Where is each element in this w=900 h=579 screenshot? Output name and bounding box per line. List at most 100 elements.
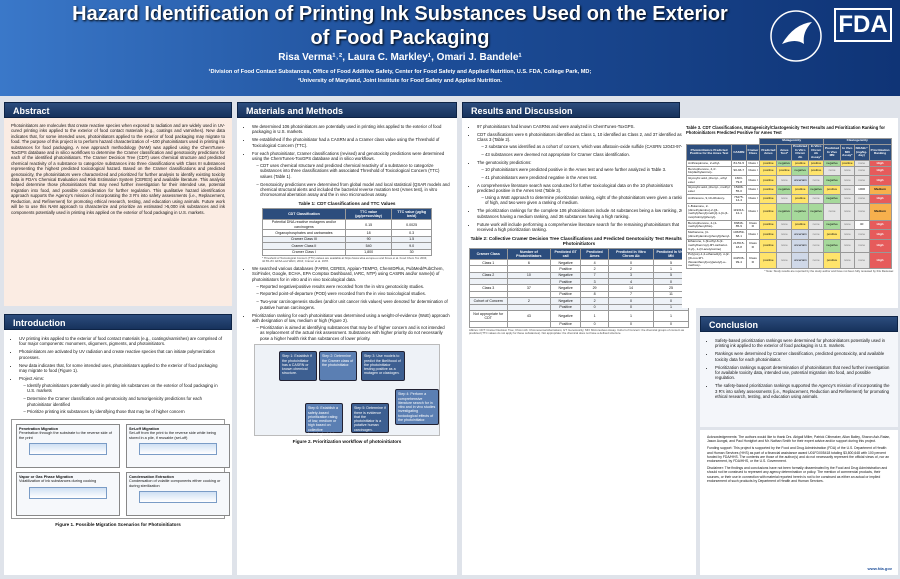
table-cell: positive — [822, 251, 842, 270]
table-cell: none — [853, 229, 870, 240]
table-cell: Poly(oxy-1,2-ethanediyl), α-[2-[(9-oxo-9… — [685, 251, 733, 270]
table-cell: Potential DNA-reactive mutagens and/or c… — [262, 218, 346, 231]
table-1: CDT Classification TTC value (µg/person/d… — [244, 208, 450, 257]
table-cell: Not appropriate for CDT — [469, 310, 508, 322]
table-cell: none — [808, 251, 824, 270]
table-row: Methanone, [4-(dimethylamino)phenyl]phen… — [685, 229, 895, 240]
bullet: The prioritization rankings for the comp… — [477, 208, 689, 219]
scenario-text: Volatilization of ink substances during … — [19, 479, 97, 484]
table-cell: positive — [791, 194, 810, 205]
scenario-graphic — [29, 486, 107, 499]
table-note: * Note: Study results are reported by th… — [764, 269, 894, 274]
header-cell — [686, 138, 760, 145]
header-cell: Predicted Ames — [580, 248, 610, 260]
bullet: Photoinitiators are activated by UV radi… — [19, 349, 225, 360]
results-panel: 97 photoinitiators had known CASRNs and … — [462, 118, 696, 575]
table-row: Cohort of Concern 2 Negative 2 0 0 — [469, 297, 690, 305]
header-cell: Predicted In Vivo MN — [822, 143, 842, 162]
bullet-text: For each photoinitiator, Cramer classifi… — [252, 150, 445, 162]
table-cell: positive — [791, 219, 810, 231]
conclusion-panel: Safety-based prioritization rankings wer… — [700, 332, 898, 427]
bullet: For each photoinitiator, Cramer classifi… — [252, 151, 450, 198]
sub-bullet: Reported negative/positive results were … — [260, 284, 450, 289]
section-heading: Introduction — [4, 314, 232, 330]
table-cell: 0.0025 — [391, 218, 432, 231]
table-caption: Table 2: Collective Cramer Decision Tree… — [470, 235, 688, 246]
table-cell: negative — [776, 184, 793, 196]
table-cell: none — [808, 194, 824, 205]
workflow-step: Step 3: Use models to predict the likeli… — [361, 351, 405, 382]
table-cell: 8 — [580, 290, 610, 299]
bullet: New data indicates that, for some intend… — [19, 363, 225, 374]
table-cell: positive — [822, 184, 842, 196]
table-cell: none — [840, 219, 855, 231]
table-cell: Anthracene, 9,10-dibutoxy- — [685, 194, 733, 205]
table-cell: 1 — [652, 310, 690, 322]
table-cell: negative — [776, 203, 793, 221]
table-row: Ethanone, 1-[9-ethyl-6-(2-methylbenzoyl)… — [685, 238, 895, 253]
bullet: Prioritization rankings support determin… — [715, 365, 891, 381]
table-cell: 1 — [580, 310, 610, 322]
table-cell: 2 — [580, 297, 610, 305]
bullet: CDT classifications were 6 photoinitiato… — [477, 132, 689, 158]
acknowledgements: Acknowledgements: The authors would like… — [707, 435, 891, 444]
sub-bullet: 41 photoinitiators were predicted negati… — [485, 175, 689, 180]
scenario-title: Penetration Migration — [19, 426, 59, 431]
table-cell: 442536-99-4 — [731, 251, 747, 270]
table-cell: positive — [759, 184, 778, 196]
table-cell: 7 — [580, 271, 610, 280]
methods-panel: We determined 106 photoinitiators are po… — [237, 118, 457, 575]
header-cell: In Vitro Chrom Ab Assay* — [808, 143, 824, 162]
header-cell — [891, 138, 895, 145]
header-row: Photoinitiators Predicted Positive for t… — [685, 143, 895, 162]
table-cell: 2 — [580, 265, 610, 273]
table-row: Class 3 37 Negative 29 14 25 — [469, 284, 690, 292]
table-cell: Benzophenone, 4-(4-methylphenylthio)- — [685, 219, 733, 231]
header-banner: Hazard Identification of Printing Ink Su… — [0, 0, 900, 96]
table-cell: none — [840, 165, 855, 177]
table-cell: 76275-14-4 — [731, 194, 747, 205]
table-3: Mutagenicity Clastogenicity Photoinitiator… — [685, 137, 895, 270]
figure-caption: Figure 2. Prioritization workflow of pho… — [292, 439, 402, 445]
scenario-box: Set-off Migration Set-off from the print … — [126, 423, 230, 468]
figure-2: Step 1: Establish if the photoinitiator … — [254, 344, 440, 437]
table-cell: Methanone, [4-(dimethylamino)phenyl]phen… — [685, 229, 733, 240]
table-cell: uncertain — [791, 175, 810, 186]
table-cell: 29 — [580, 284, 610, 292]
table-cell: Glyoxylic acid, phenyl-, methyl ester — [685, 184, 733, 196]
bullet: Project Aims: Identify photoinitiators po… — [19, 376, 225, 415]
header-row: CDT Classification TTC value (µg/person/d… — [262, 208, 432, 220]
table-cell: 213515-18-8 — [731, 238, 747, 253]
table-cell: Class I — [745, 194, 761, 205]
header-cell: Cramer Class — [745, 143, 761, 162]
table-row: Class 1 6 Negative 4 0 5 — [469, 258, 690, 267]
header-cell: TTC value (µg/person/day) — [344, 208, 393, 220]
table-cell: Cramer Class I — [262, 248, 346, 257]
table-cell: 1-Butanone, 2-(dimethylamino)-2-[(4-meth… — [685, 203, 733, 221]
introduction-panel: UV printing inks applied to the exterior… — [4, 330, 232, 575]
header-cell: Predicted Ames — [759, 143, 778, 162]
bullet-list: 97 photoinitiators had known CASRNs and … — [469, 124, 689, 233]
table-caption: Table 1: CDT Classifications and TTC Val… — [298, 200, 396, 206]
scenario-graphic — [139, 491, 217, 504]
bullet-list: Safety-based prioritization rankings wer… — [707, 338, 891, 400]
table-cell: 30 — [391, 248, 432, 257]
table-cell: positive — [759, 219, 778, 231]
bullet-text: Prioritization ranking for each photoini… — [252, 312, 450, 324]
section-heading: Materials and Methods — [237, 102, 457, 118]
table-cell: High — [868, 238, 892, 253]
sub-bullet: Prioritization is aimed at identifying s… — [260, 325, 450, 341]
bullet-list: UV printing inks applied to the exterior… — [11, 336, 225, 415]
sub-bullet: Genotoxicity predictions were determined… — [260, 182, 450, 198]
table-cell: negative — [822, 175, 842, 186]
sub-bullet: Reported point-of-departure (POD) were r… — [260, 291, 450, 296]
table-cell: positive — [776, 165, 793, 177]
table: Cramer Class Number of Photoinitiators Pre… — [469, 248, 690, 329]
workflow-step: Step 1: Establish if the photoinitiator … — [279, 351, 317, 382]
bullet: We searched various databases (FARM, CER… — [252, 266, 450, 310]
header-cell: NOAEL* (mg/kg-day) — [853, 143, 870, 162]
table-cell: positive — [759, 238, 778, 253]
table-cell: Benzophenone, 4,4'-bis(diethylamino)- — [685, 165, 733, 177]
table-cell: positive — [759, 175, 778, 186]
funding: Funding support: This project is support… — [707, 446, 890, 464]
